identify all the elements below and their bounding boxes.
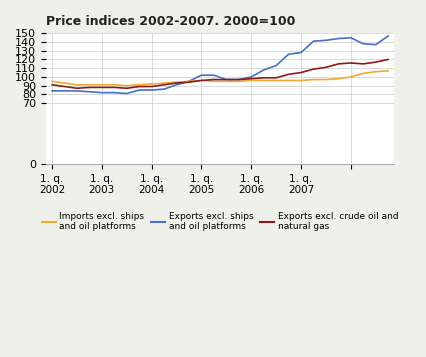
Legend: Imports excl. ships
and oil platforms, Exports excl. ships
and oil platforms, Ex: Imports excl. ships and oil platforms, E… — [38, 208, 402, 235]
Text: Price indices 2002-2007. 2000=100: Price indices 2002-2007. 2000=100 — [46, 15, 295, 28]
